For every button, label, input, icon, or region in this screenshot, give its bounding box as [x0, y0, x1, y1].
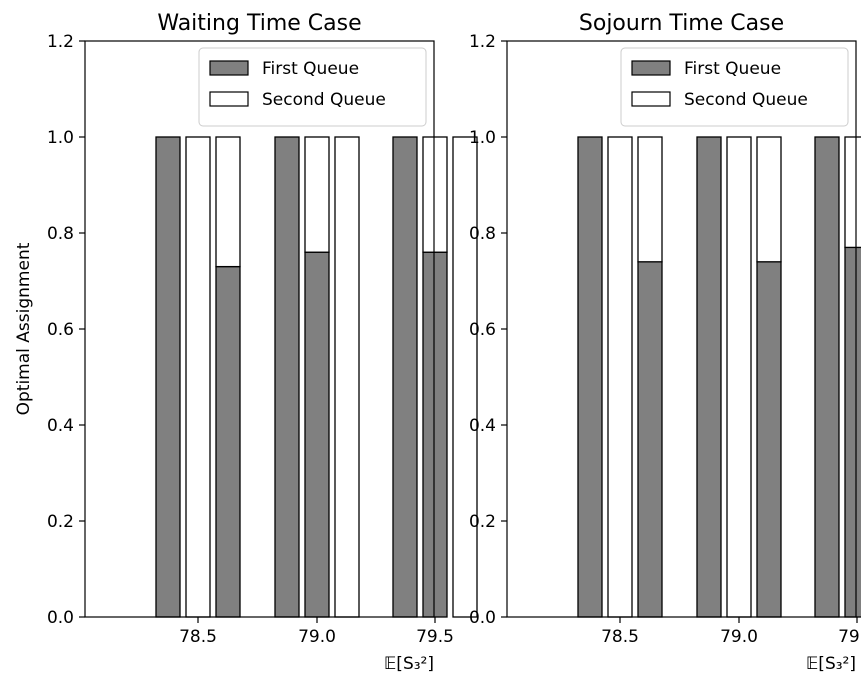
bar-first-queue: [814, 136, 840, 618]
bar-first-queue: [756, 261, 782, 618]
bar-second-queue: [215, 136, 241, 268]
legend-box: [198, 47, 427, 127]
legend-box: [620, 47, 849, 127]
x-axis-label: 𝔼[S₃²]: [806, 654, 856, 674]
y-axis-label: Optimal Assignment: [14, 242, 34, 415]
bar-second-queue: [756, 136, 782, 263]
y-tick-label: 0.2: [469, 512, 496, 532]
x-tick-label: 79.0: [720, 627, 758, 647]
legend-swatch: [631, 60, 671, 76]
bar-first-queue: [637, 261, 663, 618]
bar-first-queue: [304, 251, 330, 618]
bar-second-queue: [334, 136, 360, 618]
bar-first-queue: [577, 136, 603, 618]
bar-second-queue: [726, 136, 752, 618]
bar-second-queue: [452, 136, 478, 618]
plot-frame: [84, 40, 435, 618]
bar-first-queue: [392, 136, 418, 618]
x-tick-label: 79.5: [838, 627, 861, 647]
y-tick-label: 1.0: [469, 128, 496, 148]
y-tick-label: 0.0: [47, 608, 74, 628]
x-axis-label: 𝔼[S₃²]: [384, 654, 434, 674]
chart-panel-1: Waiting Time Case 0.0 0.2 0.4 0.6 0.8 1.0 1.2 78…: [14, 11, 478, 674]
chart-panel-2: Sojourn Time Case 0.0 0.2 0.4 0.6 0.8 1.0 1.2 78…: [469, 11, 861, 674]
legend: First Queue Second Queue: [198, 47, 427, 127]
x-tick-label: 79.5: [416, 627, 454, 647]
y-tick-label: 0.8: [47, 224, 74, 244]
x-tick-label: 78.5: [601, 627, 639, 647]
y-tick-label: 0.0: [469, 608, 496, 628]
legend: First Queue Second Queue: [620, 47, 849, 127]
legend-swatch: [631, 91, 671, 107]
bar-second-queue: [607, 136, 633, 618]
bar-second-queue: [637, 136, 663, 263]
y-tick-label: 0.4: [47, 416, 74, 436]
bar-first-queue: [155, 136, 181, 618]
legend-swatch: [209, 91, 249, 107]
legend-label: First Queue: [262, 59, 359, 79]
chart-title: Sojourn Time Case: [579, 11, 784, 36]
plot-frame: [506, 40, 857, 618]
bar-first-queue: [422, 251, 448, 618]
x-tick-label: 78.5: [179, 627, 217, 647]
bar-first-queue: [274, 136, 300, 618]
bar-second-queue: [422, 136, 448, 253]
legend-label: First Queue: [684, 59, 781, 79]
y-tick-label: 1.2: [469, 32, 496, 52]
bar-second-queue: [844, 136, 861, 249]
legend-label: Second Queue: [684, 90, 808, 110]
bar-second-queue: [185, 136, 211, 618]
y-tick-label: 0.6: [469, 320, 496, 340]
y-tick-label: 0.6: [47, 320, 74, 340]
x-tick-label: 79.0: [298, 627, 336, 647]
legend-swatch: [209, 60, 249, 76]
y-tick-label: 0.8: [469, 224, 496, 244]
y-tick-label: 1.2: [47, 32, 74, 52]
bar-first-queue: [696, 136, 722, 618]
chart-title: Waiting Time Case: [157, 11, 361, 36]
legend-label: Second Queue: [262, 90, 386, 110]
bar-second-queue: [304, 136, 330, 253]
bar-first-queue: [844, 246, 861, 618]
bar-first-queue: [215, 265, 241, 618]
y-tick-label: 1.0: [47, 128, 74, 148]
y-tick-label: 0.4: [469, 416, 496, 436]
y-tick-label: 0.2: [47, 512, 74, 532]
